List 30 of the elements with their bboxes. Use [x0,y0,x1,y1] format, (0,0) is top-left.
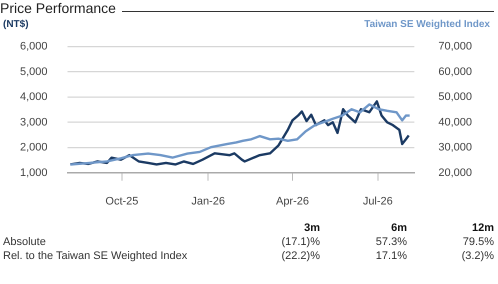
y-tick-label: 4,000 [20,91,48,104]
text: 6m [390,222,407,234]
text: (17.1)% [280,236,320,248]
y-tick-label: 1,000 [20,166,48,179]
x-tick-label: Oct-25 [105,195,138,208]
y2-tick-label: 30,000 [438,142,472,154]
x-tick-label: Jul-26 [362,195,393,208]
y-axis-title: (NT$) [3,18,29,30]
y-tick-label: 3,000 [20,116,48,128]
text: 3m [303,222,320,234]
y2-tick-label: 70,000 [438,40,472,53]
x-tick-label: Apr-26 [276,195,310,208]
text: 12m [470,222,494,234]
x-tick-label: Jan-26 [191,195,225,208]
y-tick-label: 6,000 [20,40,48,53]
text: Taiwan SE Weighted Index [364,18,490,30]
chart-title: Price Performance [0,0,117,16]
y-tick-label: 5,000 [20,66,48,78]
text: 57.3% [374,236,407,248]
text: Rel. to the Taiwan SE Weighted Index [3,250,188,262]
y-tick-label: 2,000 [20,142,48,154]
y2-tick-label: 40,000 [438,116,472,128]
text: 17.1% [374,250,407,262]
text: 79.5% [462,236,494,248]
text: (22.2)% [280,250,320,262]
y2-tick-label: 50,000 [438,91,472,104]
y2-tick-label: 20,000 [438,166,472,179]
text: (3.2)% [460,250,494,262]
text: Absolute [3,236,47,248]
y2-tick-label: 60,000 [438,66,472,78]
